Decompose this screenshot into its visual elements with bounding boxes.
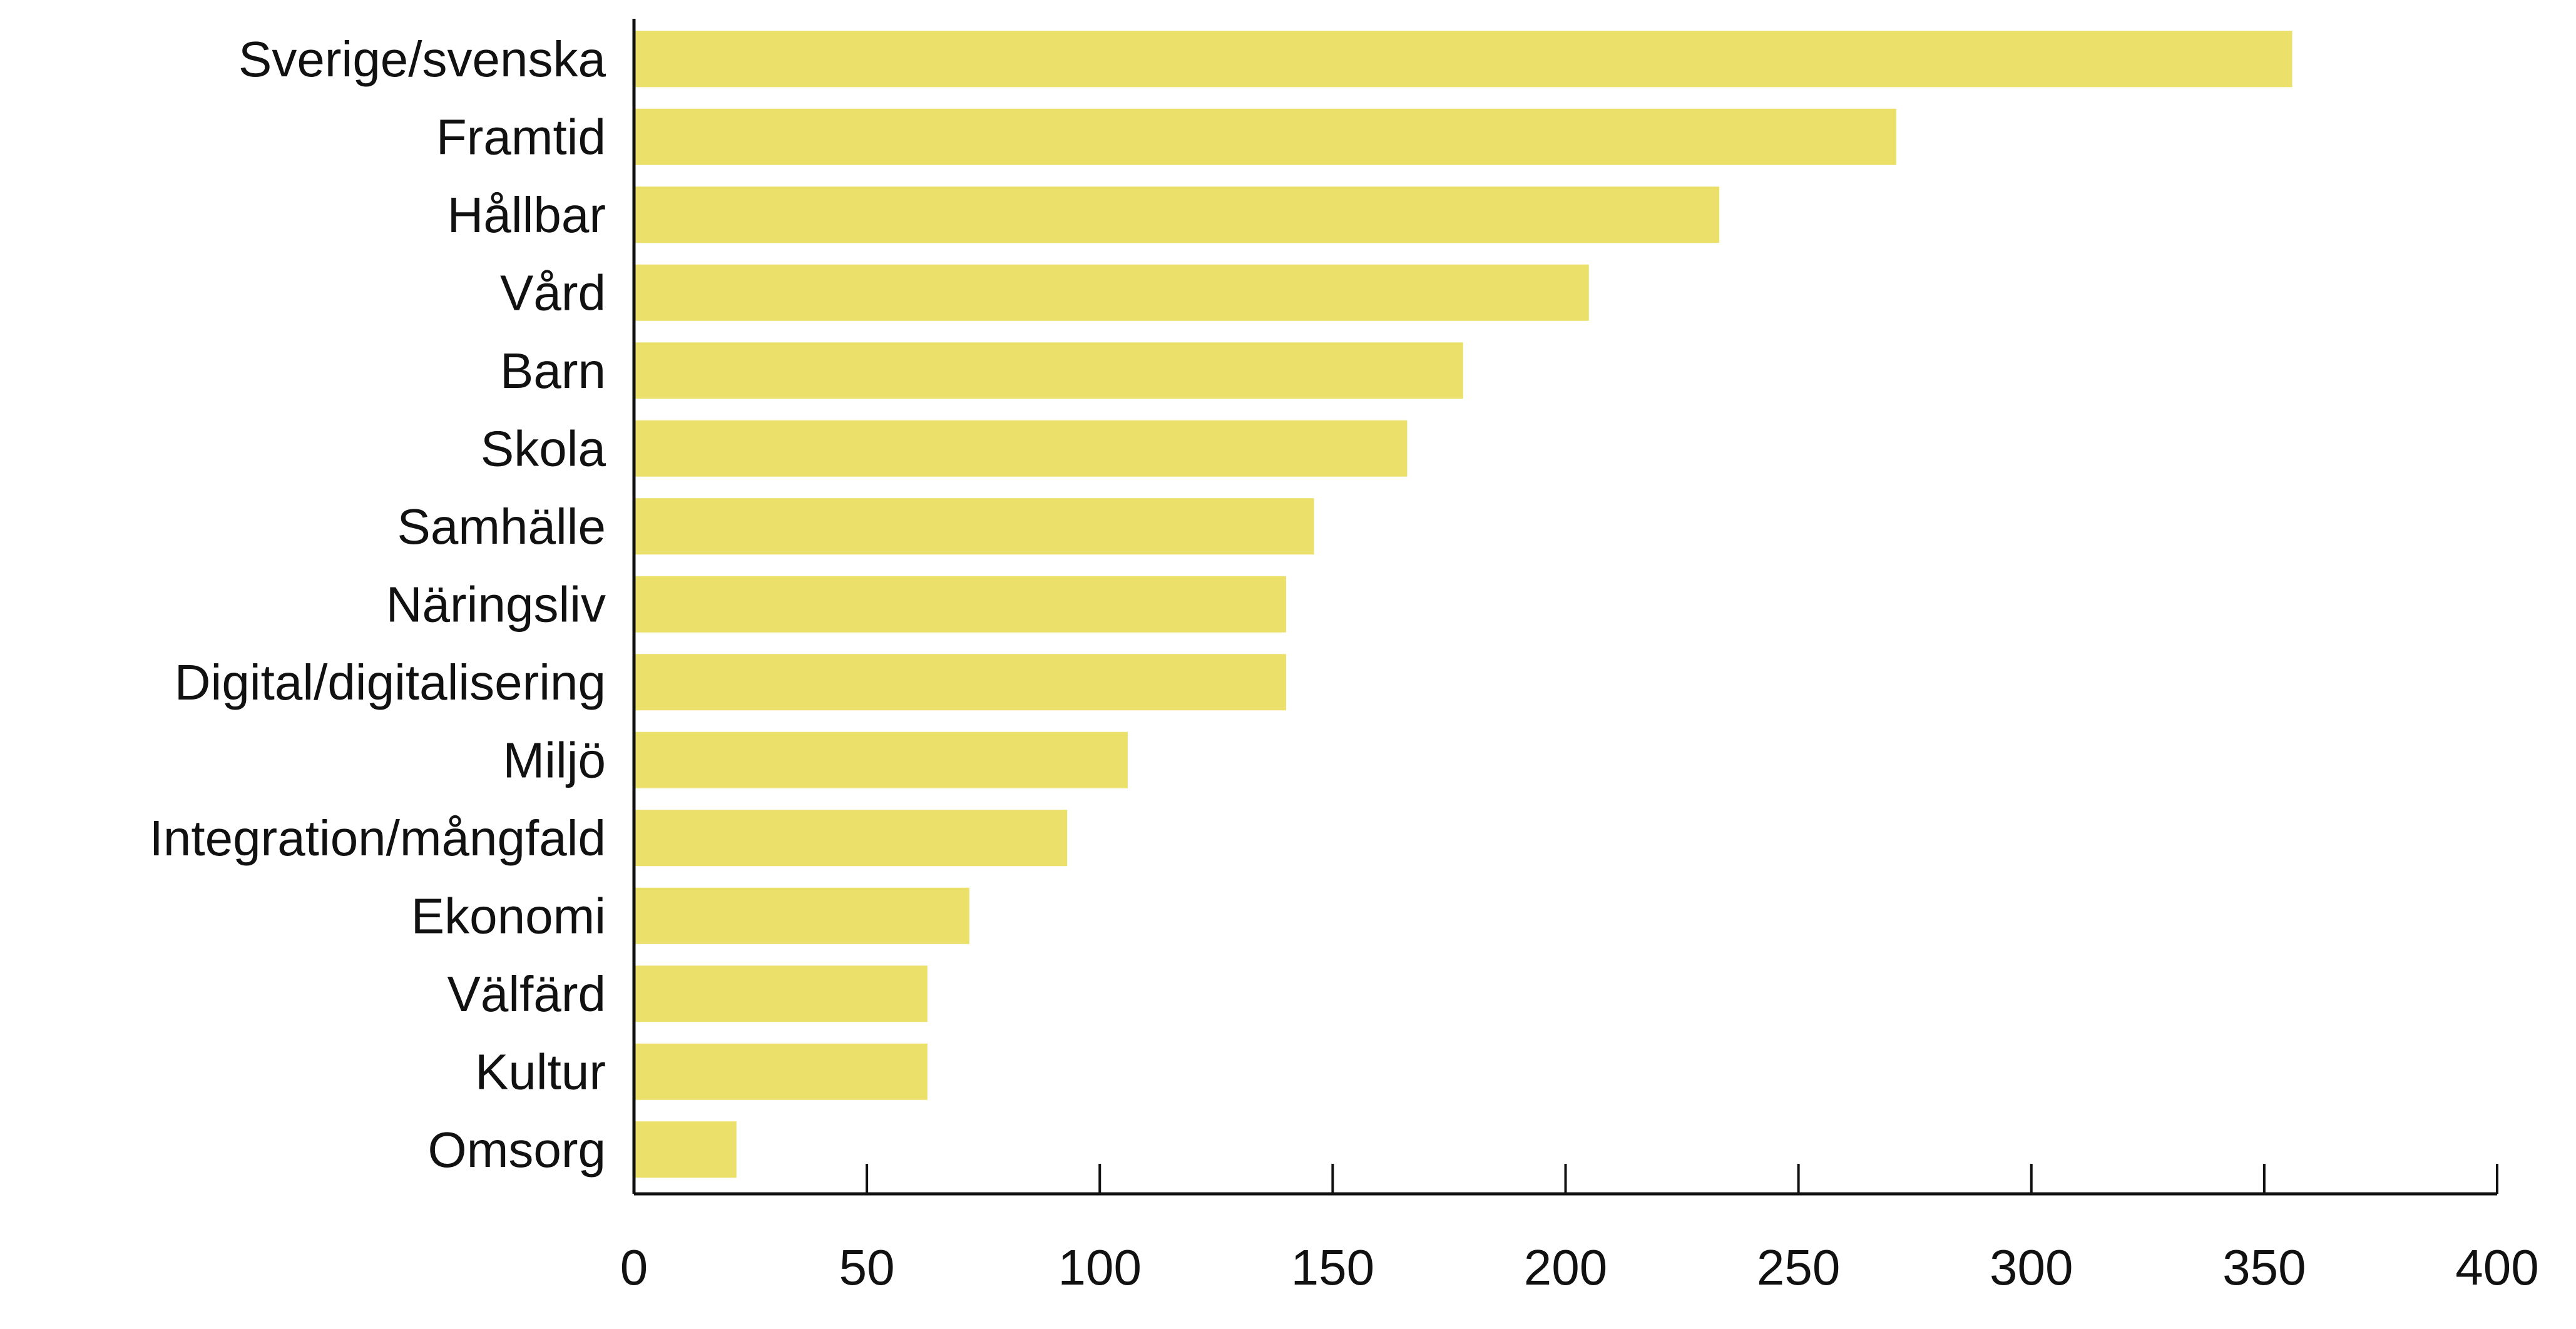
category-labels: Sverige/svenska Framtid Hållbar Vård Barn Sko… [150, 31, 606, 1178]
bar-10 [634, 810, 1068, 867]
x-tick-label-0: 0 [620, 1240, 648, 1295]
category-label-7: Näringsliv [386, 576, 606, 632]
bar-13 [634, 1043, 928, 1100]
bar-12 [634, 965, 928, 1022]
bar-4 [634, 342, 1463, 399]
bar-2 [634, 186, 1720, 243]
bar-7 [634, 576, 1286, 633]
category-label-3: Vård [500, 265, 606, 320]
category-label-0: Sverige/svenska [238, 31, 606, 87]
category-label-5: Skola [481, 420, 606, 476]
bars-group [634, 31, 2292, 1178]
x-tick-label-3: 150 [1291, 1240, 1374, 1295]
bar-9 [634, 731, 1128, 788]
x-tick-label-1: 50 [839, 1240, 895, 1295]
bar-1 [634, 108, 1896, 165]
category-label-1: Framtid [436, 109, 606, 165]
category-label-13: Kultur [475, 1044, 606, 1099]
bar-11 [634, 887, 969, 944]
category-label-9: Miljö [503, 732, 606, 788]
x-tick-label-8: 400 [2455, 1240, 2538, 1295]
category-label-14: Omsorg [428, 1122, 606, 1178]
bar-3 [634, 264, 1589, 321]
category-label-10: Integration/mångfald [150, 810, 606, 866]
bar-0 [634, 31, 2292, 88]
category-label-6: Samhälle [397, 499, 606, 554]
bar-6 [634, 498, 1314, 555]
x-tick-label-4: 200 [1524, 1240, 1607, 1295]
bar-14 [634, 1121, 737, 1178]
x-tick-label-5: 250 [1757, 1240, 1840, 1295]
bar-8 [634, 654, 1286, 711]
category-label-4: Barn [500, 343, 606, 399]
x-axis-ticks: 0 50 100 150 200 250 300 350 400 [620, 1164, 2539, 1295]
category-label-11: Ekonomi [411, 888, 606, 944]
bar-5 [634, 420, 1408, 477]
category-label-2: Hållbar [447, 187, 606, 243]
x-tick-label-6: 300 [1990, 1240, 2073, 1295]
x-tick-label-7: 350 [2222, 1240, 2306, 1295]
category-label-12: Välfärd [447, 966, 606, 1022]
x-tick-label-2: 100 [1058, 1240, 1142, 1295]
category-label-8: Digital/digitalisering [175, 654, 606, 710]
